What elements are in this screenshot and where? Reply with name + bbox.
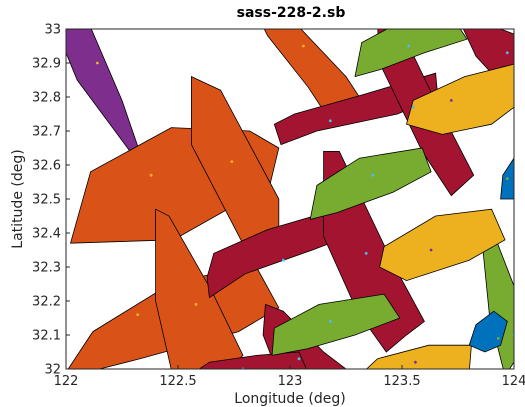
y-tick-label: 32.4 [32,227,61,242]
region-polygon-blue [468,310,508,353]
region-center-marker [297,357,301,361]
y-tick-label: 33 [44,23,61,38]
polygon-layer [66,29,514,369]
region-center-marker [429,248,433,252]
y-axis-label: Latitude (deg) [10,149,26,248]
region-center-marker [371,173,375,177]
region-polygon-green [354,29,468,78]
region-center-marker [407,44,411,48]
region-center-marker [194,303,198,306]
y-tick-label: 32.8 [32,91,61,106]
y-tick-label: 32.3 [32,261,61,276]
region-polygon-green [309,147,432,220]
x-tick-label: 122 [54,374,79,389]
x-tick-label: 122.5 [159,374,196,389]
region-center-marker [364,252,368,255]
region-polygon-green [271,293,401,356]
plot-area [66,29,514,369]
region-center-marker [281,258,285,262]
y-tick-label: 32.7 [32,125,61,140]
region-center-marker [136,313,140,316]
x-axis-label: Longitude (deg) [234,391,345,407]
region-center-marker [414,360,417,364]
region-center-marker [328,320,332,323]
region-center-marker [149,173,153,177]
region-polygon-red [462,29,514,74]
y-tick-label: 32 [44,363,61,378]
x-tick-label: 123 [278,374,303,389]
region-center-marker [230,160,234,164]
region-center-marker [96,61,99,65]
y-axis: 32 32.1 32.2 32.3 32.4 32.5 32.6 32.7 32.8 32.9 33 [32,23,70,378]
y-tick-label: 32.2 [32,295,61,310]
y-tick-label: 32.5 [32,193,61,208]
y-tick-label: 32.6 [32,159,61,174]
region-center-marker [302,44,305,48]
x-tick-label: 123.5 [383,374,420,389]
region-center-marker [505,51,509,55]
x-tick-label: 124 [502,374,525,389]
x-axis: 122 122.5 123 123.5 124 [54,365,525,389]
region-polygon-yellow [406,63,514,135]
region-polygon-yellow [379,208,506,282]
region-center-marker [411,105,415,109]
region-center-marker [449,99,453,102]
region-center-marker [328,119,332,123]
region-polygon-red [198,351,307,369]
y-tick-label: 32.1 [32,329,61,344]
region-center-marker [496,337,500,340]
chart-title: sass-228-2.sb [237,5,346,21]
y-tick-label: 32.9 [32,57,61,72]
region-center-marker [505,177,509,181]
